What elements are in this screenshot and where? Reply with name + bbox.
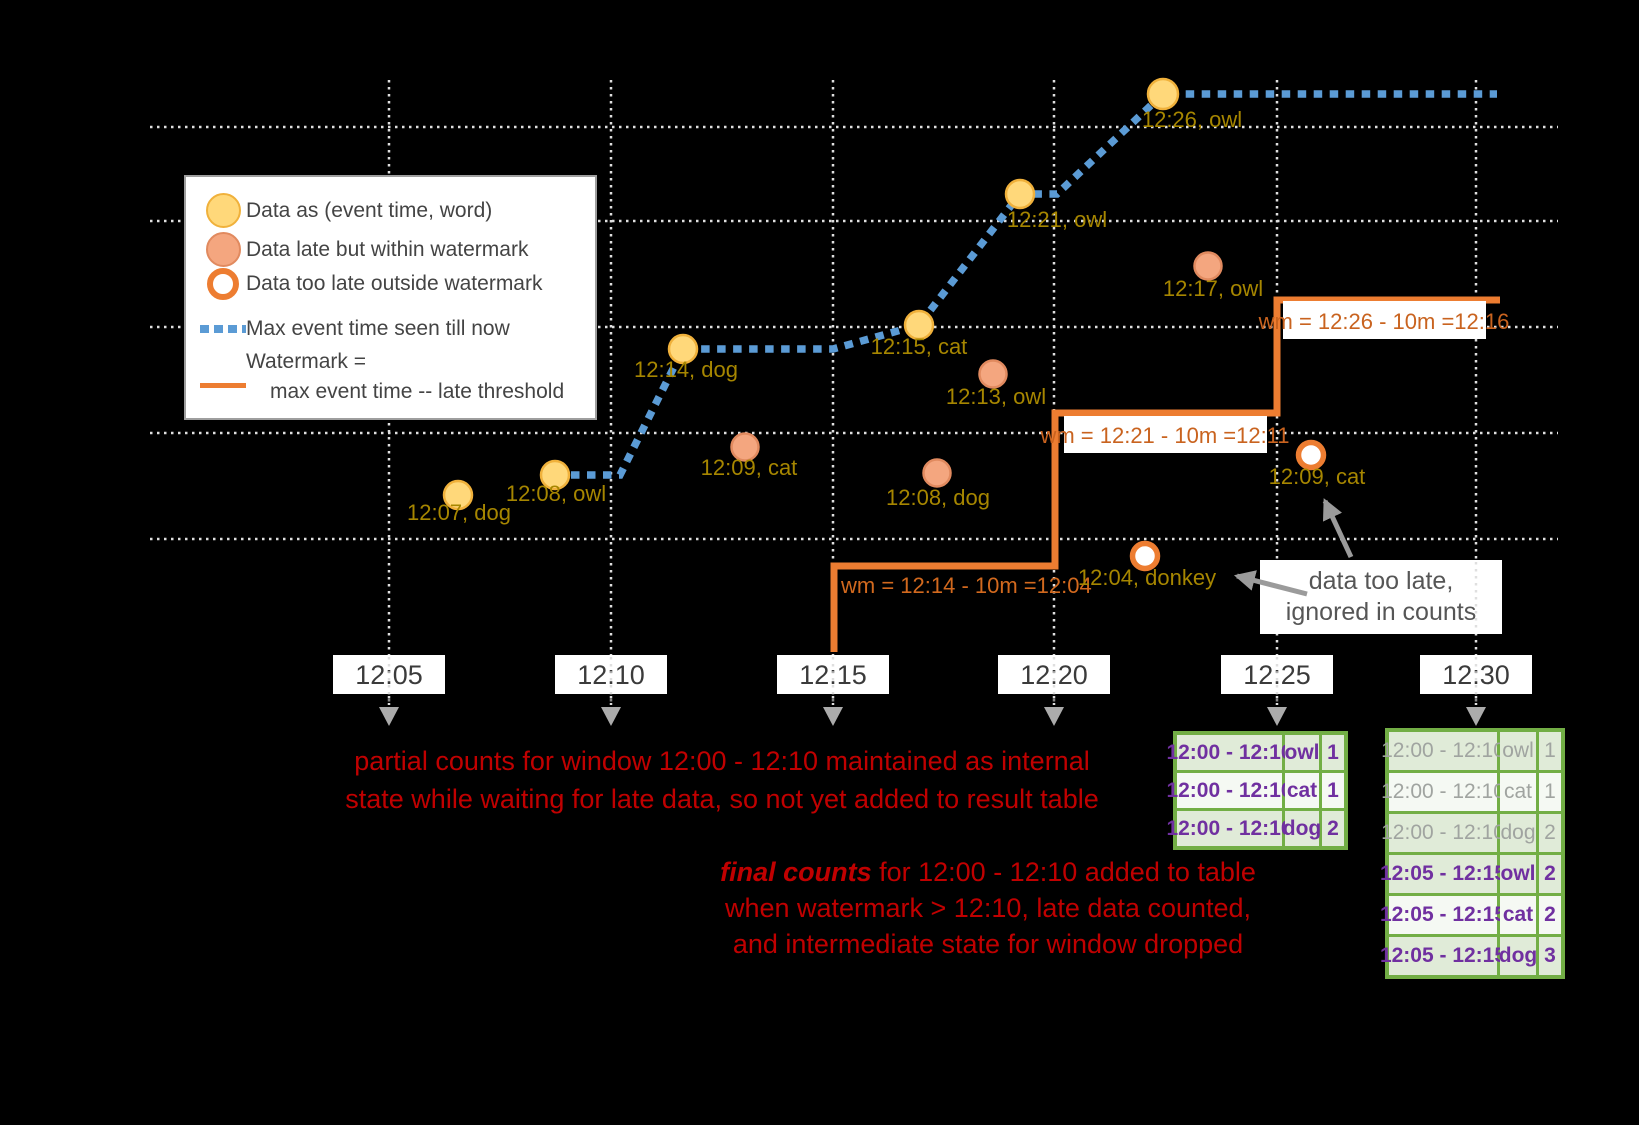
svg-text:12:07, dog: 12:07, dog [407,500,511,525]
point-1226-owl [1146,77,1180,111]
table-cell: dog [1499,937,1537,975]
legend-item-on-time: Data as (event time, word) [186,193,492,228]
partial-counts-note: partial counts for window 12:00 - 12:10 … [345,746,1099,814]
legend-label: Data as (event time, word) [246,198,493,222]
legend-label: Watermark = [246,350,366,373]
point-1209-cat [730,432,760,462]
watermark-label-3: wm = 12:26 - 10m =12:16 [1258,309,1510,334]
table-cell: 12:00 - 12:10 [1381,773,1505,811]
svg-text:12:09, cat: 12:09, cat [701,455,798,480]
table-cell: dog [1500,814,1536,852]
watermark-label-1: wm = 12:14 - 10m =12:04 [840,573,1092,598]
table-cell: 12:00 - 12:10 [1166,773,1293,808]
legend-item-watermark: Watermark = max event time -- late thres… [186,347,564,407]
legend-item-too-late: Data too late outside watermark [186,268,542,300]
table-cell: dog [1283,811,1321,846]
table-cell: 3 [1539,937,1561,975]
point-1207-dog [442,479,474,511]
table-cell: owl [1285,735,1320,770]
svg-text:12:09, cat: 12:09, cat [1269,464,1366,489]
watermark-label-2-box [1064,416,1267,453]
too-late-points [1129,439,1327,572]
arrow-to-cat [1322,498,1354,559]
table-cell: cat [1500,773,1536,811]
table-cell: 12:00 - 12:10 [1381,732,1505,770]
table-cell: 12:05 - 12:15 [1380,855,1506,893]
legend-item-max-event: Max event time seen till now [186,317,510,341]
final-counts-note: final counts for 12:00 - 12:10 added to … [720,857,1256,959]
table-cell: owl [1500,732,1536,770]
late-points [730,251,1223,488]
result-table-intermediate: 12:00 - 12:10 owl 1 12:00 - 12:10 cat 1 … [1166,731,1348,850]
table-cell: 2 [1539,814,1561,852]
x-axis: 12:05 12:10 12:15 12:20 12:25 12:30 [333,655,1532,694]
point-1208-owl [539,459,571,491]
table-cell: 2 [1539,896,1561,934]
table-cell: 1 [1539,773,1561,811]
svg-text:12:13, owl: 12:13, owl [946,384,1046,409]
legend-item-late: Data late but within watermark [186,232,528,267]
too-late-callout-line2: ignored in counts [1286,598,1476,626]
table-cell: 12:00 - 12:10 [1381,814,1505,852]
svg-text:12:08, owl: 12:08, owl [506,481,606,506]
table-cell: 1 [1322,773,1344,808]
table-cell: 12:00 - 12:10 [1166,735,1293,770]
point-1215-cat [903,309,935,341]
gridline-stubs [387,657,1478,703]
point-1217-owl [1193,251,1223,281]
salmon-dot-icon [200,232,246,267]
point-1208-dog [922,458,952,488]
orange-line-icon [200,383,246,388]
arrow-to-donkey [1233,570,1308,597]
table-cell: 2 [1322,811,1344,846]
blue-dashes-icon [200,325,246,333]
svg-text:12:15, cat: 12:15, cat [871,334,968,359]
watermark-line [830,296,1500,652]
point-1209-cat-late [1295,439,1327,471]
svg-text:12:04, donkey: 12:04, donkey [1078,565,1216,590]
legend-label: Data too late outside watermark [246,272,543,295]
tick-arrows [379,707,1486,726]
table-cell: 12:05 - 12:15 [1380,896,1506,934]
open-circle-icon [200,268,246,300]
svg-text:12:08, dog: 12:08, dog [886,485,990,510]
legend: Data as (event time, word) Data late but… [184,175,597,420]
svg-text:12:26, owl: 12:26, owl [1142,107,1242,132]
table-cell: 1 [1539,732,1561,770]
too-late-arrows [1233,498,1354,597]
legend-label: Max event time seen till now [246,317,510,340]
too-late-callout-box [1260,560,1502,634]
table-cell: 1 [1322,735,1344,770]
point-labels: 12:07, dog 12:08, owl 12:14, dog 12:15, … [407,107,1365,590]
point-1213-owl [978,359,1008,389]
svg-text:12:21, owl: 12:21, owl [1007,207,1107,232]
watermark-label-3-box [1283,301,1486,339]
yellow-dot-icon [200,193,246,228]
watermark-label-2: wm = 12:21 - 10m =12:11 [1039,423,1289,448]
max-event-time-line [555,90,1497,479]
table-cell: owl [1500,855,1536,893]
point-1214-dog [667,333,699,365]
svg-text:12:14, dog: 12:14, dog [634,357,738,382]
table-cell: cat [1500,896,1536,934]
point-1204-donkey [1129,540,1161,572]
on-time-points [442,77,1180,511]
too-late-callout-line1: data too late, [1309,567,1454,595]
result-table-final: 12:00 - 12:10 owl 1 12:00 - 12:10 cat 1 … [1380,728,1565,979]
legend-label: Data late but within watermark [246,237,529,261]
table-cell: 12:05 - 12:15 [1380,937,1506,975]
point-1221-owl [1004,178,1036,210]
table-cell: 12:00 - 12:10 [1166,811,1293,846]
svg-text:12:17, owl: 12:17, owl [1163,276,1263,301]
table-cell: 2 [1539,855,1561,893]
legend-label: max event time -- late threshold [270,380,565,403]
table-cell: cat [1285,773,1319,808]
